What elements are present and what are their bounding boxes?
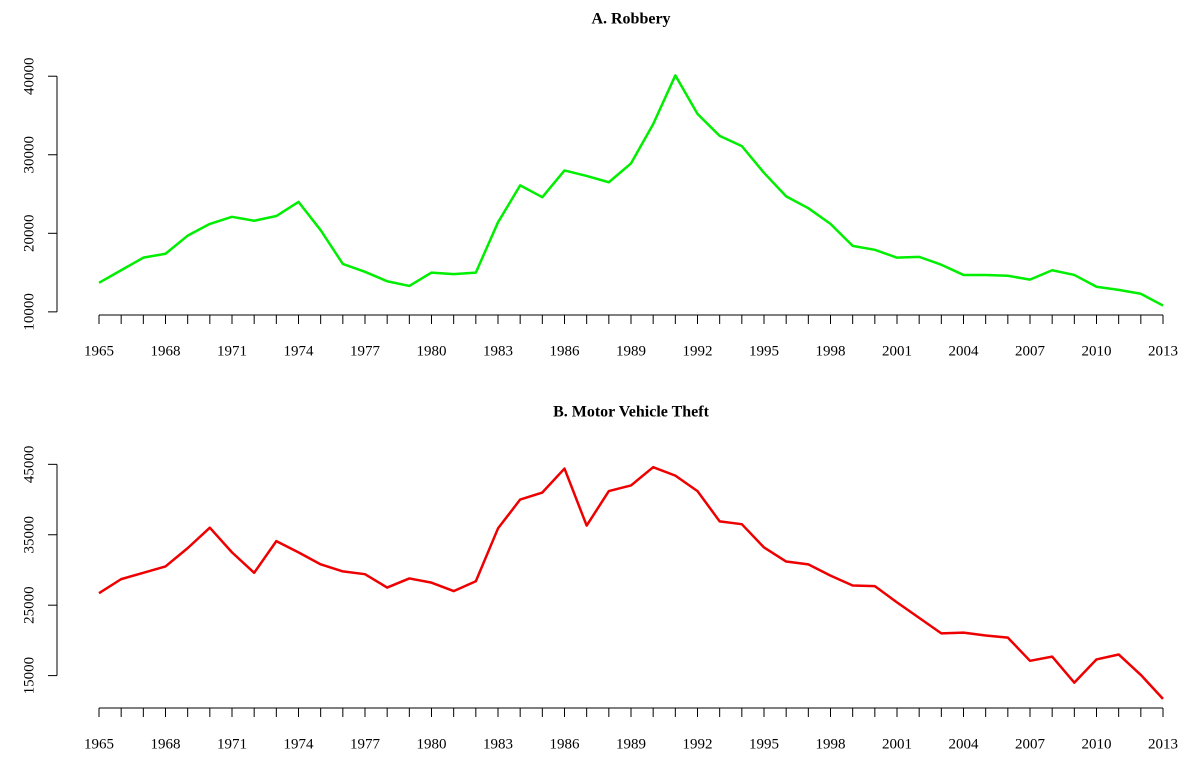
- y-tick-label: 40000: [21, 57, 37, 95]
- y-tick-label: 30000: [21, 136, 37, 174]
- x-tick-label: 1989: [616, 736, 646, 752]
- x-tick-label: 1965: [84, 343, 114, 359]
- y-tick-label: 35000: [21, 516, 37, 554]
- y-tick-label: 15000: [21, 657, 37, 695]
- x-tick-label: 1992: [683, 343, 713, 359]
- x-tick-label: 1983: [483, 736, 513, 752]
- x-tick-label: 1992: [683, 736, 713, 752]
- x-tick-label: 1974: [284, 343, 315, 359]
- x-tick-label: 1968: [151, 343, 181, 359]
- y-tick-label: 20000: [21, 215, 37, 253]
- x-tick-label: 2004: [949, 736, 980, 752]
- x-tick-label: 1983: [483, 343, 513, 359]
- y-tick-label: 10000: [21, 293, 37, 331]
- data-line: [98, 74, 1164, 307]
- chart-title: A. Robbery: [591, 11, 670, 28]
- x-tick-label: 1998: [816, 736, 846, 752]
- x-tick-label: 1980: [417, 736, 447, 752]
- x-tick-label: 1986: [550, 343, 581, 359]
- data-line: [98, 465, 1164, 700]
- x-tick-label: 2004: [949, 343, 980, 359]
- x-tick-label: 2013: [1148, 736, 1178, 752]
- x-tick-label: 1998: [816, 343, 846, 359]
- x-tick-label: 1974: [284, 736, 315, 752]
- x-tick-label: 1986: [550, 736, 581, 752]
- x-tick-label: 1989: [616, 343, 646, 359]
- x-tick-label: 1971: [217, 736, 247, 752]
- x-tick-label: 1980: [417, 343, 447, 359]
- x-tick-label: 1977: [350, 736, 381, 752]
- x-tick-label: 2010: [1082, 736, 1112, 752]
- x-tick-label: 2007: [1015, 736, 1046, 752]
- x-tick-label: 1971: [217, 343, 247, 359]
- x-tick-label: 2013: [1148, 343, 1178, 359]
- chart-title: B. Motor Vehicle Theft: [553, 404, 710, 421]
- y-tick-label: 25000: [21, 586, 37, 624]
- x-tick-label: 2001: [882, 736, 912, 752]
- x-tick-label: 1968: [151, 736, 181, 752]
- x-tick-label: 1995: [749, 343, 779, 359]
- x-tick-label: 2007: [1015, 343, 1046, 359]
- x-tick-label: 2001: [882, 343, 912, 359]
- x-tick-label: 1977: [350, 343, 381, 359]
- x-tick-label: 2010: [1082, 343, 1112, 359]
- y-tick-label: 45000: [21, 446, 37, 484]
- x-tick-label: 1965: [84, 736, 114, 752]
- x-tick-label: 1995: [749, 736, 779, 752]
